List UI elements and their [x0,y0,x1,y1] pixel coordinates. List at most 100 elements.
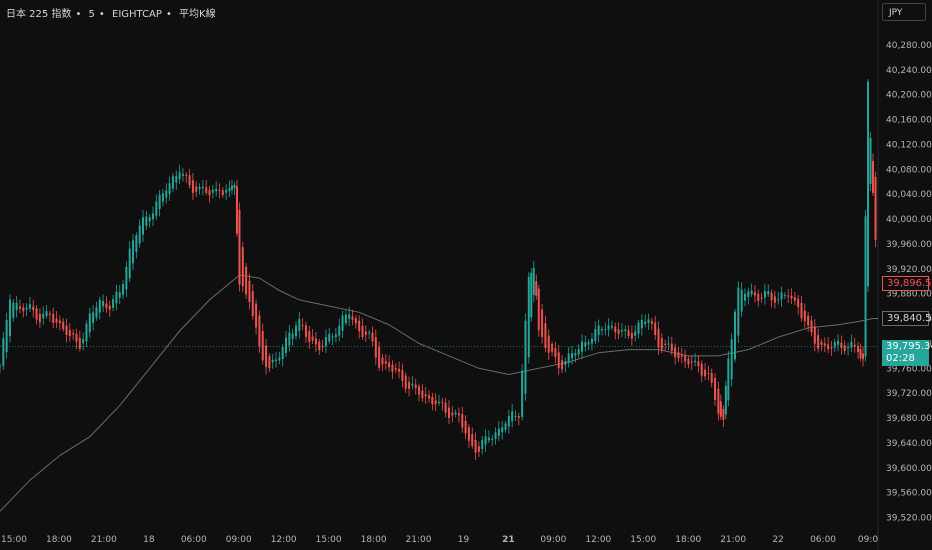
candle-body [491,438,494,440]
candle-body [820,341,823,345]
candle-body [311,336,314,341]
candle-body [867,81,870,287]
candle-body [567,353,570,363]
candle-body [15,302,18,311]
candle-body [874,176,877,240]
candle-body [740,289,743,312]
candle-body [308,331,311,342]
candle-body [535,281,538,296]
candle-body [82,338,85,344]
candle-body [178,172,181,180]
candle-body [188,175,191,186]
candle-body [527,276,530,358]
candle-body [158,194,161,209]
candle-body [424,394,427,397]
y-tick-label: 39,680.00 [886,414,932,424]
candle-body [241,247,244,287]
candle-body [394,368,397,370]
candle-body [28,304,31,309]
candle-body [268,356,271,369]
y-tick-label: 39,760.00 [886,364,932,374]
candle-body [52,314,55,323]
candle-body [361,325,364,337]
candle-body [434,400,437,405]
candle-body [95,307,98,318]
candle-body [175,175,178,183]
candle-body [763,290,766,298]
candle-body [78,337,81,349]
candle-body [810,320,813,333]
candle-body [524,320,527,394]
candle-body [447,407,450,418]
candle-body [624,329,627,331]
y-tick-label: 40,160.00 [886,116,932,126]
candle-body [58,320,61,324]
y-tick-label: 40,040.00 [886,190,932,200]
candle-body [477,446,480,452]
x-tick-label: 09:00 [226,535,252,545]
candle-body [817,335,820,349]
candle-body [171,176,174,189]
candle-body [680,355,683,357]
candle-body [65,325,68,335]
candle-body [324,336,327,346]
candle-body [238,209,241,285]
candle-body [298,319,301,331]
candle-body [532,267,535,295]
candle-body [230,185,233,190]
candle-body [348,314,351,319]
candle-body [471,434,474,446]
candle-body [301,324,304,326]
candle-body [398,368,401,372]
candle-body [571,352,574,359]
candle-body [281,346,284,359]
candle-body [684,355,687,362]
candle-body [185,174,188,176]
interval-label[interactable]: 5 [88,9,95,20]
candle-body [872,161,875,193]
currency-button[interactable]: JPY [882,3,926,21]
candle-body [155,201,158,217]
candle-body [664,343,667,345]
candle-body [517,416,520,418]
candle-body [747,291,750,298]
candle-body [441,402,444,404]
candle-body [660,338,663,350]
candle-body [674,347,677,358]
candle-body [328,333,331,342]
candle-body [722,408,725,420]
candle-body [497,428,500,436]
candle-body [604,329,607,331]
candle-body [288,332,291,346]
y-tick-label: 40,000.00 [886,215,932,225]
x-tick-label: 06:00 [810,535,836,545]
candle-body [271,359,274,363]
candle-body [650,321,653,324]
symbol-name[interactable]: 日本 225 指数 [6,9,72,20]
candle-body [451,412,454,416]
candle-body [677,352,680,359]
candle-body [544,323,547,349]
moving-average-line [0,274,878,512]
candle-body [733,311,736,360]
candle-body [122,284,125,295]
candle-body [318,341,321,351]
candle-body [45,311,48,316]
candle-body [201,186,204,189]
chart-style-label[interactable]: 平均K線 [179,9,216,20]
candle-body [743,293,746,301]
candle-body [607,325,610,330]
current-price-value: 39,795.34 [886,341,932,352]
candle-body [547,335,550,353]
candle-body [862,353,865,360]
candle-body [634,331,637,336]
candle-body [694,360,697,363]
candle-body [181,173,184,176]
x-tick-label: 18:00 [46,535,72,545]
candle-body [697,361,700,367]
candle-body [727,358,730,401]
bar-countdown: 02:28 [886,353,915,364]
y-tick-label: 40,080.00 [886,165,932,175]
candle-body [431,396,434,405]
